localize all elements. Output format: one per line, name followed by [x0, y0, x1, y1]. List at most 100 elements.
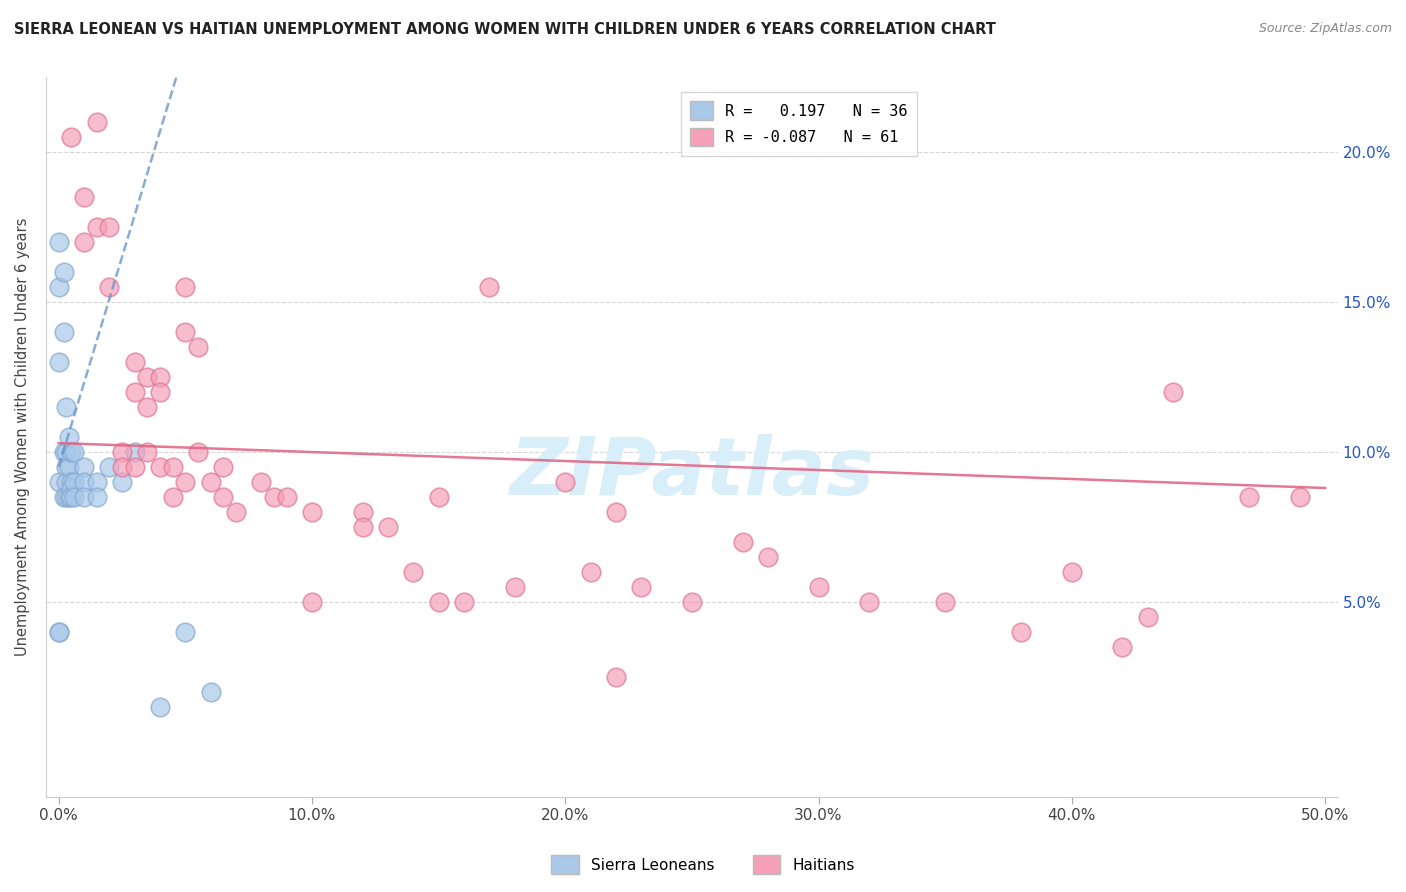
Point: [478, 280, 501, 294]
Point: [1237, 490, 1260, 504]
Point: [225, 505, 247, 519]
Point: [73, 190, 96, 204]
Point: [149, 370, 172, 384]
Point: [63, 445, 86, 459]
Legend: Sierra Leoneans, Haitians: Sierra Leoneans, Haitians: [546, 849, 860, 880]
Point: [58, 460, 80, 475]
Point: [48, 355, 70, 369]
Point: [52, 490, 75, 504]
Point: [55, 490, 77, 504]
Point: [98, 280, 121, 294]
Point: [48, 624, 70, 639]
Point: [377, 520, 399, 534]
Point: [60, 445, 83, 459]
Point: [58, 490, 80, 504]
Point: [162, 460, 184, 475]
Point: [55, 460, 77, 475]
Point: [149, 385, 172, 400]
Point: [98, 220, 121, 235]
Point: [60, 475, 83, 489]
Point: [503, 580, 526, 594]
Point: [86, 220, 108, 235]
Point: [174, 280, 197, 294]
Point: [149, 460, 172, 475]
Point: [427, 595, 450, 609]
Point: [1111, 640, 1133, 654]
Point: [1288, 490, 1310, 504]
Point: [60, 481, 83, 495]
Point: [579, 565, 602, 579]
Point: [554, 475, 576, 489]
Text: SIERRA LEONEAN VS HAITIAN UNEMPLOYMENT AMONG WOMEN WITH CHILDREN UNDER 6 YEARS C: SIERRA LEONEAN VS HAITIAN UNEMPLOYMENT A…: [14, 22, 995, 37]
Point: [301, 505, 323, 519]
Point: [352, 520, 374, 534]
Point: [136, 445, 159, 459]
Point: [1161, 385, 1184, 400]
Point: [48, 235, 70, 250]
Point: [52, 325, 75, 339]
Point: [63, 490, 86, 504]
Point: [731, 535, 754, 549]
Point: [212, 460, 235, 475]
Point: [60, 130, 83, 145]
Point: [48, 280, 70, 294]
Point: [162, 490, 184, 504]
Point: [98, 460, 121, 475]
Point: [187, 445, 209, 459]
Point: [630, 580, 652, 594]
Point: [124, 445, 146, 459]
Point: [756, 549, 779, 564]
Point: [124, 460, 146, 475]
Point: [402, 565, 425, 579]
Point: [136, 400, 159, 414]
Point: [58, 430, 80, 444]
Point: [55, 445, 77, 459]
Legend: R =   0.197   N = 36, R = -0.087   N = 61: R = 0.197 N = 36, R = -0.087 N = 61: [681, 92, 917, 155]
Point: [124, 355, 146, 369]
Point: [605, 505, 627, 519]
Point: [263, 490, 285, 504]
Point: [212, 490, 235, 504]
Point: [352, 505, 374, 519]
Point: [200, 685, 222, 699]
Point: [453, 595, 475, 609]
Point: [73, 235, 96, 250]
Point: [136, 370, 159, 384]
Point: [52, 445, 75, 459]
Point: [301, 595, 323, 609]
Point: [52, 265, 75, 279]
Point: [149, 699, 172, 714]
Point: [86, 475, 108, 489]
Point: [1060, 565, 1083, 579]
Point: [807, 580, 830, 594]
Point: [60, 490, 83, 504]
Point: [1136, 610, 1159, 624]
Point: [427, 490, 450, 504]
Point: [1010, 624, 1032, 639]
Point: [250, 475, 273, 489]
Point: [48, 475, 70, 489]
Point: [55, 400, 77, 414]
Point: [174, 624, 197, 639]
Point: [858, 595, 880, 609]
Point: [48, 624, 70, 639]
Point: [55, 475, 77, 489]
Point: [86, 490, 108, 504]
Point: [276, 490, 298, 504]
Y-axis label: Unemployment Among Women with Children Under 6 years: Unemployment Among Women with Children U…: [15, 218, 30, 657]
Point: [934, 595, 956, 609]
Point: [174, 325, 197, 339]
Point: [111, 460, 134, 475]
Point: [200, 475, 222, 489]
Point: [174, 475, 197, 489]
Point: [111, 445, 134, 459]
Point: [681, 595, 703, 609]
Text: ZIPatlas: ZIPatlas: [509, 434, 875, 512]
Point: [73, 475, 96, 489]
Point: [124, 385, 146, 400]
Point: [187, 340, 209, 354]
Point: [86, 115, 108, 129]
Point: [73, 490, 96, 504]
Point: [63, 475, 86, 489]
Point: [605, 670, 627, 684]
